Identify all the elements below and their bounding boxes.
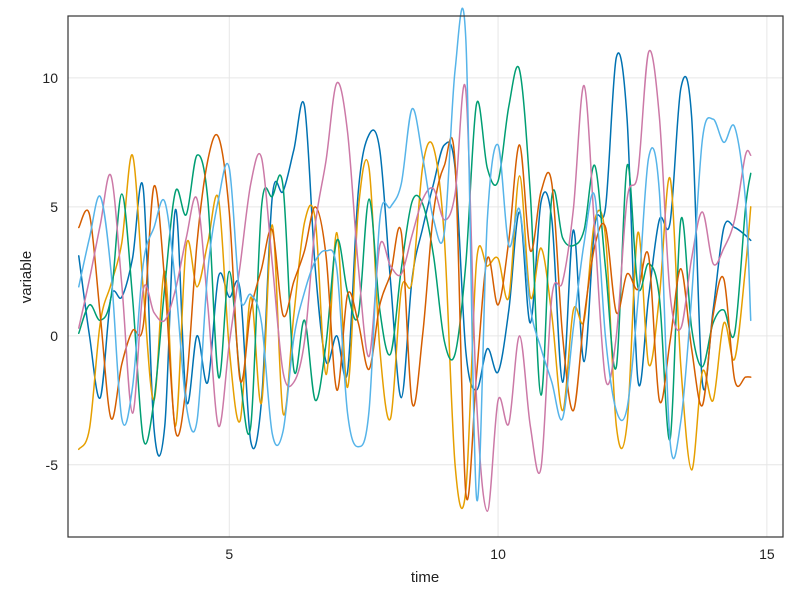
y-tick-label: 5 [50, 199, 58, 215]
gridlines [68, 16, 783, 537]
y-tick-label: 10 [42, 70, 58, 86]
y-tick-label: -5 [46, 457, 59, 473]
series-line-5 [78, 49, 752, 512]
y-axis-ticks: -5 0 5 10 [42, 70, 58, 473]
x-tick-label: 5 [225, 546, 233, 562]
y-axis-label: variable [18, 251, 35, 304]
series-line-6 [78, 7, 752, 502]
series-line-3 [78, 65, 752, 445]
series-line-4 [78, 133, 752, 501]
series-layer [78, 7, 752, 512]
x-axis-label: time [411, 569, 439, 586]
x-tick-label: 15 [759, 546, 775, 562]
y-tick-label: 0 [50, 328, 58, 344]
x-tick-label: 10 [490, 546, 506, 562]
x-axis-ticks: 5 10 15 [225, 546, 774, 562]
plot-frame [67, 15, 784, 538]
